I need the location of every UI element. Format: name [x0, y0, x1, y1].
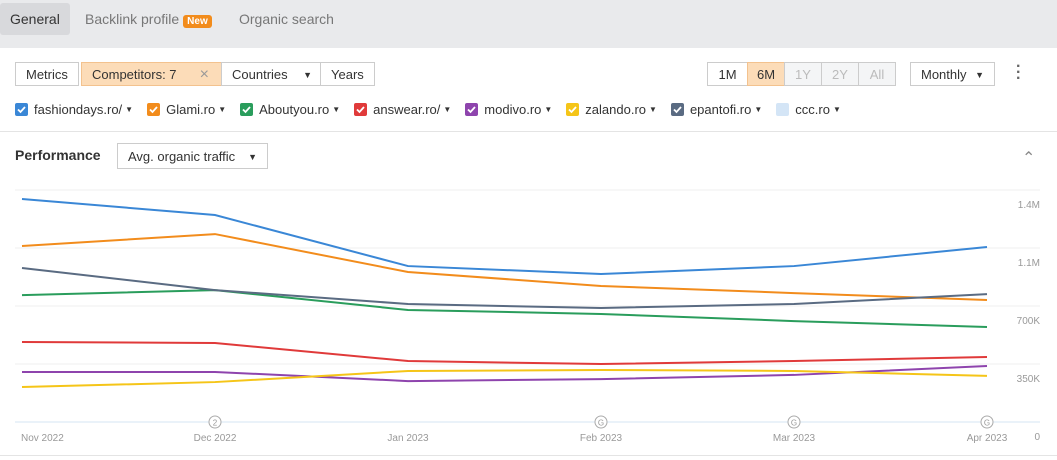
legend-item[interactable]: fashiondays.ro/▼: [15, 100, 133, 118]
y-tick-label: 700K: [1017, 316, 1041, 327]
check-icon: [242, 105, 251, 113]
section-title: Performance: [15, 147, 101, 163]
tab[interactable]: Organic search: [239, 11, 334, 27]
series-line: [21, 368, 988, 389]
divider: [0, 455, 1057, 456]
tab[interactable]: General: [0, 3, 70, 35]
annotation-label: G: [791, 419, 797, 428]
caret: ▼: [248, 152, 257, 162]
legend-label: Glami.ro: [166, 101, 216, 117]
legend-label: modivo.ro: [484, 101, 542, 117]
caret: ▼: [218, 104, 227, 114]
check-icon: [467, 105, 476, 113]
collapse-icon[interactable]: ⌃: [1022, 150, 1036, 167]
series-line: [21, 233, 988, 302]
chart: 0 350K 700K 1.1M 1.4M Nov 2022 Dec 2022 Jan 202…: [15, 189, 1041, 444]
y-tick-label: 1.1M: [1018, 258, 1040, 269]
annotation-marker[interactable]: [787, 415, 801, 429]
period-button[interactable]: 1Y: [784, 62, 822, 86]
caret: ▼: [303, 70, 312, 80]
y-tick-label: 0: [1034, 432, 1040, 443]
checkbox: [465, 102, 479, 116]
legend-label: zalando.ro: [585, 101, 647, 117]
legend-label: epantofi.ro: [689, 101, 752, 117]
divider: [0, 131, 1057, 132]
legend-label: ccc.ro: [795, 101, 830, 117]
legend-item[interactable]: Aboutyou.ro ▼: [240, 100, 340, 118]
check-icon: [673, 105, 682, 113]
badge: New: [183, 15, 212, 28]
checkbox: [670, 102, 684, 116]
period-button[interactable]: 1M: [707, 62, 748, 86]
metric-dropdown[interactable]: Avg. organic traffic ▼: [117, 143, 268, 169]
x-tick-label: Nov 2022: [21, 433, 64, 444]
legend-label: Aboutyou.ro: [259, 101, 330, 117]
annotation-marker[interactable]: [208, 415, 222, 429]
x-tick-label: Apr 2023: [967, 433, 1008, 444]
legend-item[interactable]: ccc.ro ▼: [776, 100, 841, 118]
tab-label: Backlink profile: [85, 11, 180, 27]
close-icon[interactable]: ×: [199, 66, 209, 83]
legend-label: answear.ro/: [373, 101, 441, 117]
check-icon: [17, 105, 26, 113]
x-tick-label: Jan 2023: [387, 433, 429, 444]
legend: fashiondays.ro/▼ Glami.ro ▼ Aboutyou.ro ▼ ans…: [15, 100, 841, 118]
checkbox: [354, 102, 368, 116]
check-icon: [568, 105, 577, 113]
button-label: Avg. organic traffic: [128, 149, 236, 164]
more-menu[interactable]: · · ·: [1016, 58, 1022, 87]
y-tick-label: 1.4M: [1018, 200, 1040, 211]
annotation-label: G: [984, 419, 990, 428]
legend-item[interactable]: epantofi.ro ▼: [670, 100, 763, 118]
metrics-button[interactable]: Metrics: [15, 62, 79, 86]
interval-button[interactable]: Monthly ▼: [910, 62, 995, 86]
caret: ▼: [754, 104, 763, 114]
annotation-marker[interactable]: [980, 415, 994, 429]
series-line: [22, 364, 988, 383]
x-tick-label: Mar 2023: [773, 433, 816, 444]
check-icon: [356, 105, 365, 113]
button-label: Countries: [232, 67, 288, 82]
caret: ▼: [975, 70, 984, 80]
series-line: [21, 197, 988, 276]
checkbox: [147, 102, 161, 116]
button-label: Competitors: 7: [92, 67, 177, 82]
caret: ▼: [332, 104, 341, 114]
x-tick-label: Feb 2023: [580, 433, 623, 444]
y-tick-label: 350K: [1017, 374, 1041, 385]
period-button[interactable]: 6M: [747, 62, 785, 86]
legend-item[interactable]: Glami.ro ▼: [147, 100, 226, 118]
legend-item[interactable]: answear.ro/▼: [354, 100, 451, 118]
button-label: Monthly: [921, 67, 967, 82]
checkbox: [776, 102, 790, 116]
caret: ▼: [443, 104, 452, 114]
checkbox: [566, 102, 580, 116]
series-line: [21, 289, 988, 329]
series-line: [21, 340, 988, 366]
tab-bar: General Backlink profile New Organic sear…: [0, 0, 1057, 48]
legend-item[interactable]: modivo.ro ▼: [465, 100, 552, 118]
caret: ▼: [649, 104, 657, 114]
caret: ▼: [832, 104, 841, 114]
period-button[interactable]: 2Y: [821, 62, 859, 86]
check-icon: [149, 105, 158, 113]
x-tick-label: Dec 2022: [194, 433, 237, 444]
caret: ▼: [544, 104, 553, 114]
legend-item[interactable]: zalando.ro ▼: [566, 100, 657, 118]
checkbox: [15, 102, 28, 116]
annotation-label: 2: [213, 419, 218, 428]
countries-button[interactable]: Countries ▼: [221, 62, 321, 86]
annotation-marker[interactable]: [594, 415, 608, 429]
tab[interactable]: Backlink profile New: [75, 3, 222, 35]
competitors-button[interactable]: Competitors: 7 ×: [81, 62, 222, 86]
annotation-label: G: [598, 419, 604, 428]
period-button[interactable]: All: [858, 62, 896, 86]
legend-label: fashiondays.ro/: [34, 101, 123, 117]
years-button[interactable]: Years: [320, 62, 375, 86]
caret: ▼: [125, 104, 134, 114]
checkbox: [240, 102, 254, 116]
series-line: [21, 267, 988, 309]
